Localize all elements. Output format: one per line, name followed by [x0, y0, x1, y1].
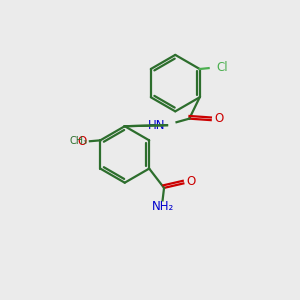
- Text: O: O: [186, 176, 196, 188]
- Text: O: O: [214, 112, 224, 125]
- Text: Cl: Cl: [216, 61, 228, 74]
- Text: NH₂: NH₂: [152, 200, 174, 213]
- Text: HN: HN: [148, 119, 166, 132]
- Text: O: O: [78, 135, 87, 148]
- Text: CH₃: CH₃: [70, 136, 88, 146]
